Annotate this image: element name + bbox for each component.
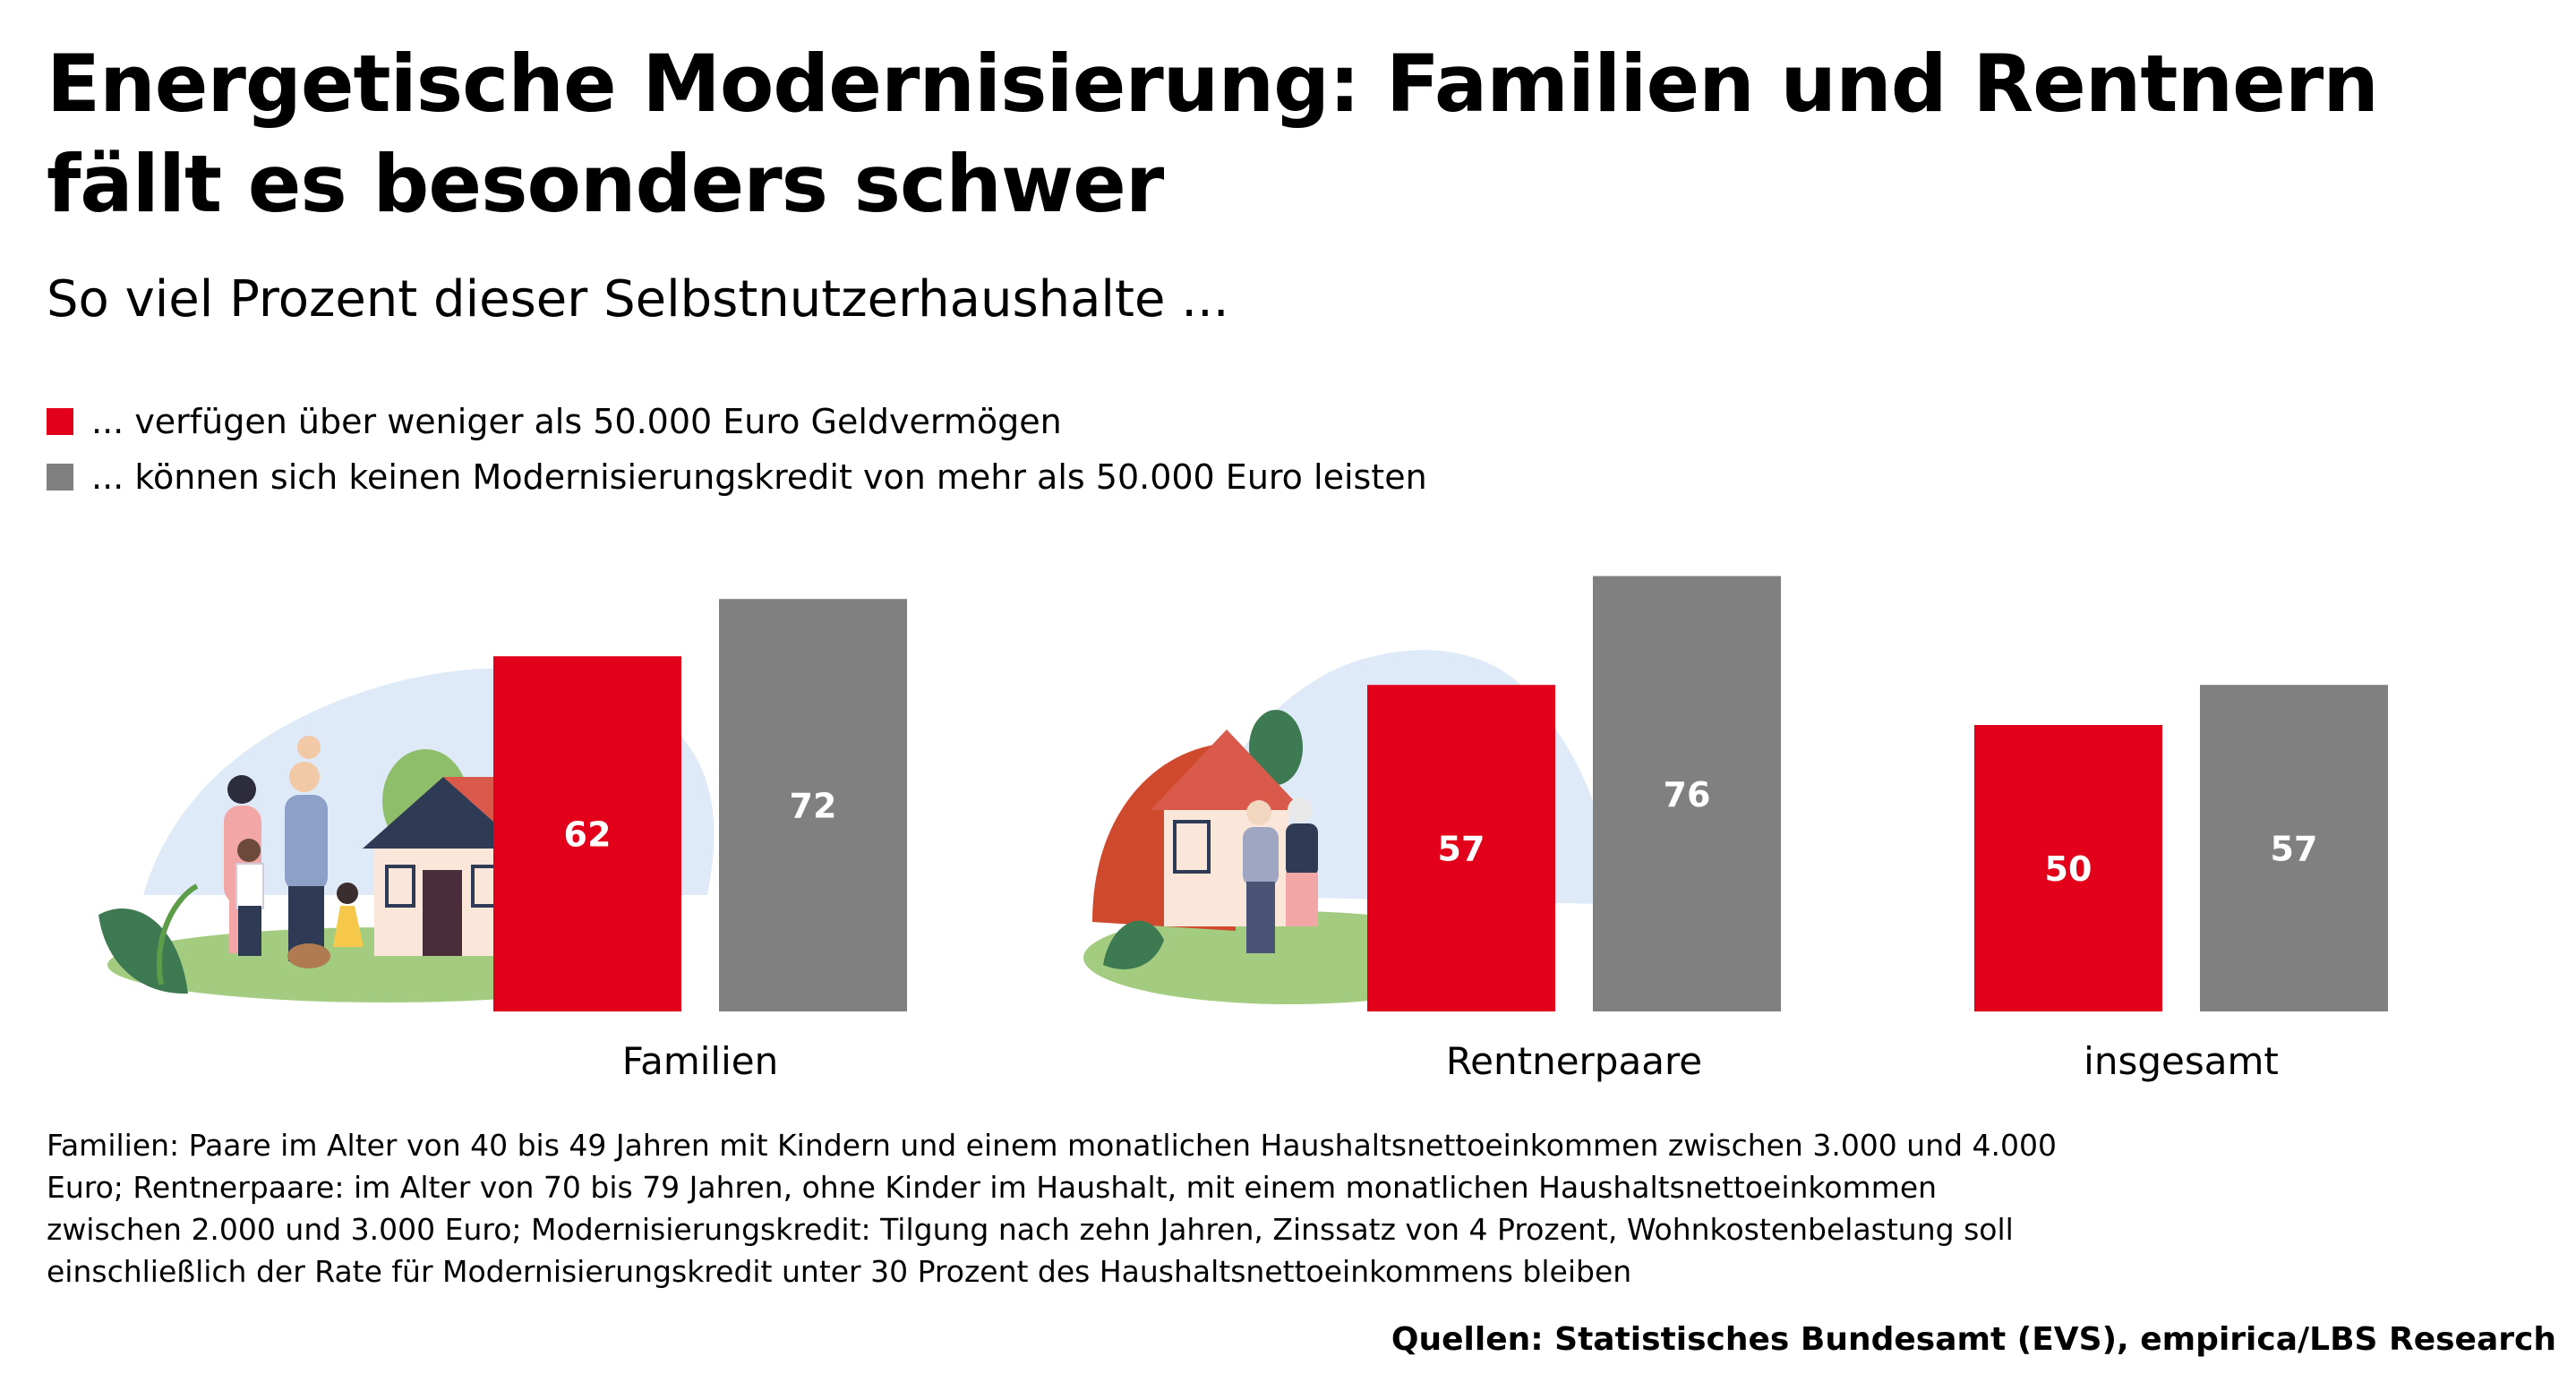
bar-value-label: 57 <box>1438 830 1485 869</box>
legend-swatch-gray <box>47 464 73 491</box>
person-grandpa <box>1243 827 1279 886</box>
bars <box>493 576 2388 1011</box>
category-label: Rentnerpaare <box>1446 1039 1702 1083</box>
bar-chart: 62 72 57 76 50 57 Familien Rentnerpaare insgesa… <box>98 576 2388 1083</box>
bar-value-label: 62 <box>564 815 612 855</box>
bar-familien-series-1 <box>493 656 681 1011</box>
person-head <box>289 762 320 792</box>
house-roof <box>363 777 524 849</box>
tree-icon <box>1249 710 1303 785</box>
person-head <box>1288 798 1313 823</box>
house-window <box>1173 820 1211 874</box>
person-grandpa-legs <box>1246 882 1275 953</box>
person-father <box>285 795 328 891</box>
leaf-icon <box>1103 920 1164 969</box>
bar-familien-series-2 <box>719 599 907 1011</box>
source-note: Quellen: Statistisches Bundesamt (EVS), … <box>1391 1321 2556 1358</box>
person-child-head <box>297 736 321 759</box>
person-head <box>237 839 261 862</box>
legend-label: ... können sich keinen Modernisierungskr… <box>91 457 1427 497</box>
bar-insgesamt-series-2 <box>2200 685 2388 1011</box>
legend-item-geldvermoegen: ... verfügen über weniger als 50.000 Eur… <box>47 394 1427 449</box>
data-labels: 62 72 57 76 50 57 <box>564 775 2318 889</box>
bar-value-label: 72 <box>790 787 837 826</box>
bar-value-label: 57 <box>2271 830 2318 869</box>
person-head <box>337 883 358 904</box>
person-boy-legs <box>238 906 261 956</box>
category-label: Familien <box>622 1039 778 1083</box>
house-window <box>385 865 415 908</box>
person-grandma <box>1286 823 1318 877</box>
bar-insgesamt-series-1 <box>1974 725 2162 1011</box>
house-roof <box>1151 729 1303 810</box>
person-girl <box>333 906 364 947</box>
person-head <box>1246 800 1271 825</box>
leaf-icon <box>98 908 188 994</box>
leaf-icon <box>157 883 199 985</box>
person-grandma-skirt <box>1286 873 1318 926</box>
chart-subtitle: So viel Prozent dieser Selbstnutzerhaush… <box>47 270 1229 328</box>
category-label: insgesamt <box>2084 1039 2279 1083</box>
footnote: Familien: Paare im Alter von 40 bis 49 J… <box>47 1128 2058 1289</box>
bar-value-label: 50 <box>2045 849 2092 889</box>
legend-label: ... verfügen über weniger als 50.000 Eur… <box>91 402 1062 441</box>
category-labels: Familien Rentnerpaare insgesamt <box>622 1039 2279 1083</box>
bar-value-label: 76 <box>1664 775 1711 815</box>
legend: ... verfügen über weniger als 50.000 Eur… <box>47 394 1427 505</box>
house-door <box>423 870 462 956</box>
chart-title: Energetische Modernisierung: Familien un… <box>47 38 2379 230</box>
dog-icon <box>287 943 330 968</box>
legend-swatch-red <box>47 408 73 435</box>
bar-rentnerpaare-series-1 <box>1367 685 1555 1011</box>
bar-rentnerpaare-series-2 <box>1593 576 1781 1011</box>
person-head <box>227 775 256 804</box>
person-boy <box>235 863 264 909</box>
legend-item-kredit: ... können sich keinen Modernisierungskr… <box>47 449 1427 505</box>
